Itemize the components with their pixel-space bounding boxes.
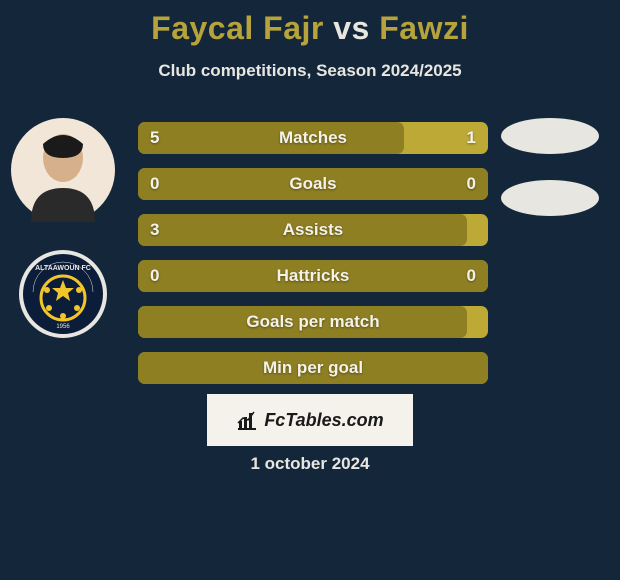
stat-label: Assists	[138, 214, 488, 246]
page-title: Faycal Fajr vs Fawzi	[0, 0, 620, 47]
svg-text:1956: 1956	[56, 324, 70, 330]
stat-bar: 3Assists	[138, 214, 488, 246]
left-avatar-column: ALTAAWOUN FC 1956	[8, 118, 118, 338]
player-photo-svg	[11, 118, 115, 222]
date-text: 1 october 2024	[0, 454, 620, 474]
club-logo: ALTAAWOUN FC 1956	[19, 250, 107, 338]
branding-chart-icon	[236, 409, 258, 431]
branding-text: FcTables.com	[264, 410, 383, 431]
player2-placeholder-1	[501, 118, 599, 154]
stat-bar: 00Hattricks	[138, 260, 488, 292]
player2-placeholder-2	[501, 180, 599, 216]
stat-bar: Min per goal	[138, 352, 488, 384]
stat-bar: 00Goals	[138, 168, 488, 200]
svg-text:ALTAAWOUN FC: ALTAAWOUN FC	[35, 265, 91, 272]
player-photo	[11, 118, 115, 222]
title-player1: Faycal Fajr	[151, 10, 324, 46]
comparison-card: Faycal Fajr vs Fawzi Club competitions, …	[0, 0, 620, 580]
right-avatar-column	[490, 118, 610, 216]
stat-bar: Goals per match	[138, 306, 488, 338]
stat-label: Goals per match	[138, 306, 488, 338]
title-player2: Fawzi	[379, 10, 469, 46]
stat-label: Min per goal	[138, 352, 488, 384]
club-logo-svg: ALTAAWOUN FC 1956	[19, 250, 107, 338]
title-vs: vs	[333, 10, 370, 46]
stat-bars: 51Matches 00Goals 3Assists 00Hattricks Goals…	[138, 122, 488, 384]
stat-label: Matches	[138, 122, 488, 154]
stat-bar: 51Matches	[138, 122, 488, 154]
subtitle: Club competitions, Season 2024/2025	[0, 61, 620, 81]
stat-label: Goals	[138, 168, 488, 200]
stat-label: Hattricks	[138, 260, 488, 292]
branding-box: FcTables.com	[207, 394, 413, 446]
